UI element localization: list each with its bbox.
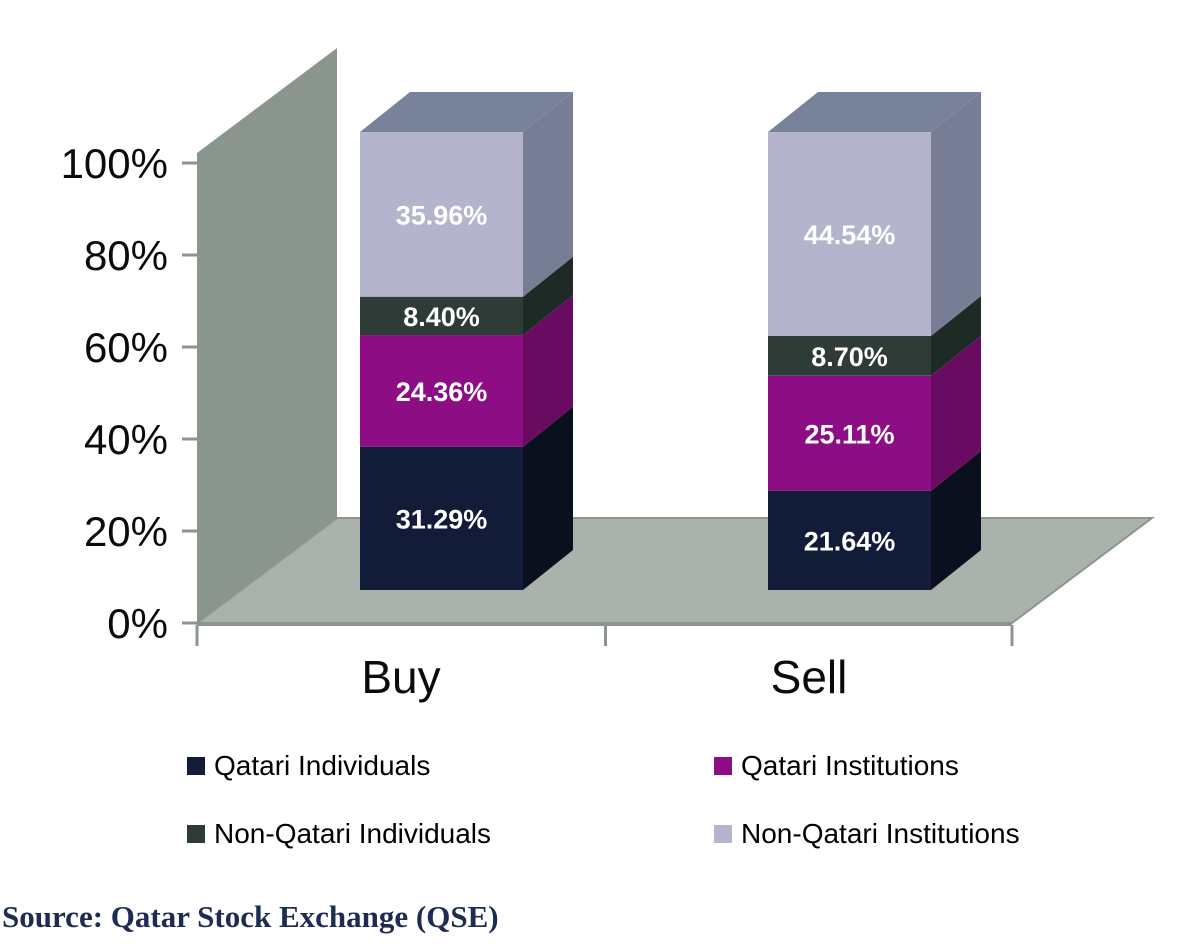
y-axis: 0% 20% 40% 60% 80% 100% bbox=[61, 140, 199, 647]
legend-item-qatari-institutions: Qatari Institutions bbox=[714, 750, 1020, 782]
category-label-sell: Sell bbox=[771, 651, 848, 703]
bar-sell-non-qatari-individuals-side bbox=[931, 296, 981, 376]
category-label-buy: Buy bbox=[361, 651, 440, 703]
bar-buy: 31.29% 24.36% 8.40% 35.96% bbox=[360, 92, 573, 590]
legend-label: Qatari Individuals bbox=[214, 750, 431, 781]
bar-sell-qatari-institutions-side bbox=[931, 335, 981, 491]
source-note: Source: Qatar Stock Exchange (QSE) bbox=[2, 899, 499, 934]
bar-buy-qatari-institutions-value-label: 24.36% bbox=[396, 377, 488, 407]
legend-label: Non-Qatari Institutions bbox=[741, 818, 1020, 849]
legend-swatch-icon bbox=[714, 825, 732, 843]
x-axis: Buy Sell bbox=[195, 623, 1014, 703]
bar-sell-non-qatari-institutions-front bbox=[768, 132, 931, 336]
bar-buy-non-qatari-institutions-side bbox=[523, 92, 573, 297]
bar-buy-qatari-institutions-front bbox=[360, 335, 523, 447]
chart-legend: Qatari Individuals Qatari Institutions Non… bbox=[187, 750, 1020, 850]
bar-buy-non-qatari-individuals-side bbox=[523, 256, 573, 336]
bar-buy-non-qatari-institutions-front bbox=[360, 132, 523, 297]
bar-sell: 21.64% 25.11% 8.70% 44.54% bbox=[768, 92, 981, 590]
chart-canvas: 0% 20% 40% 60% 80% 100% Buy Sell 31.29% 24.36% 8… bbox=[61, 48, 1155, 703]
bar-sell-qatari-individuals-side bbox=[931, 450, 981, 590]
bar-sell-non-qatari-institutions-value-label: 44.54% bbox=[804, 220, 896, 250]
bar-buy-qatari-individuals-value-label: 31.29% bbox=[396, 504, 488, 534]
y-axis-label-40: 40% bbox=[84, 416, 168, 463]
bar-sell-qatari-individuals-front bbox=[768, 490, 931, 590]
bar-series: 31.29% 24.36% 8.40% 35.96% 21.64% 25.11% 8.70%… bbox=[360, 92, 981, 590]
legend-label: Non-Qatari Individuals bbox=[214, 818, 492, 849]
bar-buy-non-qatari-individuals-value-label: 8.40% bbox=[403, 302, 480, 332]
bar-buy-non-qatari-individuals-front bbox=[360, 296, 523, 336]
bar-buy-qatari-individuals-side bbox=[523, 406, 573, 590]
bar-buy-qatari-institutions-side bbox=[523, 295, 573, 447]
y-axis-label-0: 0% bbox=[107, 600, 168, 647]
chart-floor bbox=[194, 517, 1155, 624]
y-axis-label-100: 100% bbox=[61, 140, 168, 187]
bar-buy-qatari-individuals-front bbox=[360, 446, 523, 590]
y-axis-label-60: 60% bbox=[84, 324, 168, 371]
y-axis-label-80: 80% bbox=[84, 232, 168, 279]
bar-buy-non-qatari-institutions-top bbox=[360, 92, 573, 132]
bar-sell-qatari-institutions-value-label: 25.11% bbox=[804, 419, 894, 449]
bar-sell-qatari-institutions-front bbox=[768, 375, 931, 491]
bar-sell-non-qatari-institutions-top bbox=[768, 92, 981, 132]
legend-item-qatari-individuals: Qatari Individuals bbox=[187, 750, 714, 782]
legend-swatch-icon bbox=[187, 757, 205, 775]
bar-buy-non-qatari-institutions-value-label: 35.96% bbox=[396, 200, 488, 230]
y-axis-label-20: 20% bbox=[84, 508, 168, 555]
legend-item-non-qatari-institutions: Non-Qatari Institutions bbox=[714, 818, 1020, 850]
bar-sell-non-qatari-institutions-side bbox=[931, 92, 981, 336]
bar-sell-non-qatari-individuals-front bbox=[768, 336, 931, 376]
bar-sell-qatari-individuals-value-label: 21.64% bbox=[804, 526, 896, 556]
legend-item-non-qatari-individuals: Non-Qatari Individuals bbox=[187, 818, 714, 850]
chart-side-wall bbox=[197, 48, 337, 623]
legend-label: Qatari Institutions bbox=[741, 750, 959, 781]
legend-swatch-icon bbox=[714, 757, 732, 775]
legend-swatch-icon bbox=[187, 825, 205, 843]
bar-sell-non-qatari-individuals-value-label: 8.70% bbox=[811, 342, 888, 372]
